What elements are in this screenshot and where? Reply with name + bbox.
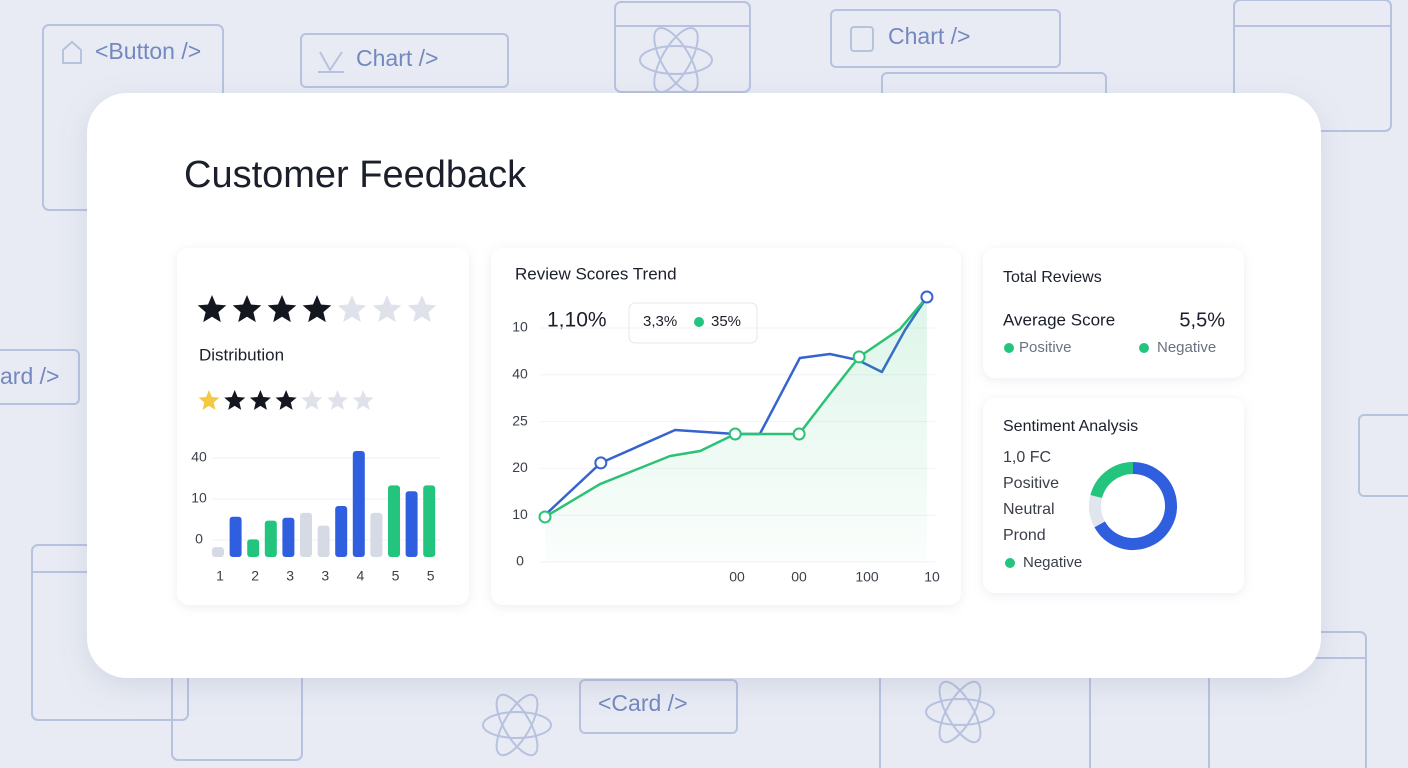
bar <box>335 505 348 557</box>
star <box>372 295 402 323</box>
sentiment-item: Neutral <box>1003 501 1055 518</box>
mini-star <box>301 390 323 410</box>
star <box>197 295 227 323</box>
area <box>545 297 927 562</box>
bar <box>352 450 365 557</box>
x-axis-label: 4 <box>357 568 365 584</box>
legend-label: Negative <box>1023 554 1082 571</box>
bar <box>247 539 260 557</box>
bar <box>282 517 295 557</box>
star <box>232 295 262 323</box>
total-label: Total Reviews <box>1003 269 1102 286</box>
bar <box>229 516 242 557</box>
average-value: 5,5% <box>1179 309 1225 331</box>
bar <box>370 512 383 557</box>
legend-dot <box>1139 343 1149 353</box>
x-axis-label: 100 <box>855 569 879 585</box>
legend-label: Positive <box>1019 339 1072 356</box>
star <box>407 295 437 323</box>
bar <box>405 491 418 557</box>
y-axis-label: 0 <box>516 553 524 569</box>
trend-headline: 1,10% <box>547 309 607 332</box>
x-axis-label: 5 <box>392 568 400 584</box>
sentiment-item: Positive <box>1003 475 1059 492</box>
legend-dot <box>1004 343 1014 353</box>
x-axis-label: 00 <box>729 569 745 585</box>
bar <box>212 547 224 557</box>
tooltip-text: 3,3% <box>643 313 677 330</box>
average-label: Average Score <box>1003 310 1115 329</box>
sentiment-title: Sentiment Analysis <box>1003 418 1138 435</box>
x-axis-label: 3 <box>321 568 329 584</box>
sentiment-item: Prond <box>1003 527 1046 544</box>
donut-segment <box>1094 462 1177 550</box>
y-axis-label: 40 <box>191 449 207 465</box>
donut-segment <box>1090 462 1134 499</box>
x-axis-label: 3 <box>286 568 294 584</box>
y-axis-label: 40 <box>512 366 528 382</box>
point <box>920 290 934 304</box>
mini-star <box>224 390 246 410</box>
distribution-label: Distribution <box>199 345 284 364</box>
bg-label: <Card /> <box>598 690 688 716</box>
star <box>302 295 332 323</box>
summary-card <box>983 248 1244 378</box>
bg-label: Chart /> <box>356 45 438 71</box>
legend-label: Negative <box>1157 339 1216 356</box>
title: Customer Feedback <box>184 154 527 196</box>
bg-label: ard /> <box>0 363 59 389</box>
y-axis-label: 0 <box>195 531 203 547</box>
y-axis-label: 10 <box>512 506 528 522</box>
bar <box>317 525 330 557</box>
tooltip <box>628 302 758 344</box>
trend-title: Review Scores Trend <box>515 264 677 283</box>
tooltip-dot <box>694 317 704 327</box>
bar <box>300 512 312 557</box>
mini-star <box>327 390 348 410</box>
bg-label: <Button /> <box>95 38 201 64</box>
x-axis-label: 10 <box>924 569 940 585</box>
bar <box>264 520 277 557</box>
bg-label: Chart /> <box>888 23 970 49</box>
point <box>594 456 608 470</box>
x-axis-label: 00 <box>791 569 807 585</box>
x-axis-label: 5 <box>427 568 435 584</box>
star <box>337 295 367 323</box>
line <box>544 296 928 519</box>
y-axis-label: 25 <box>512 412 528 428</box>
star <box>267 295 297 323</box>
y-axis-label: 10 <box>512 319 528 335</box>
point <box>792 427 806 441</box>
legend-dot <box>1005 558 1015 568</box>
donut-segment <box>1089 495 1106 528</box>
mini-star <box>198 390 220 410</box>
x-axis-label: 1 <box>216 568 224 584</box>
x-axis-label: 2 <box>251 568 259 584</box>
point <box>852 350 866 364</box>
mini-star <box>249 390 271 410</box>
mini-star <box>275 390 297 410</box>
y-axis-label: 10 <box>191 490 207 506</box>
bar <box>388 485 400 557</box>
y-axis-label: 20 <box>512 459 528 475</box>
point <box>728 427 742 441</box>
sentiment-item: 1,0 FC <box>1003 449 1051 466</box>
sentiment-card <box>983 398 1244 593</box>
bar <box>423 485 436 557</box>
tooltip-text: 35% <box>711 313 741 330</box>
point <box>538 510 552 524</box>
mini-star <box>352 390 374 410</box>
